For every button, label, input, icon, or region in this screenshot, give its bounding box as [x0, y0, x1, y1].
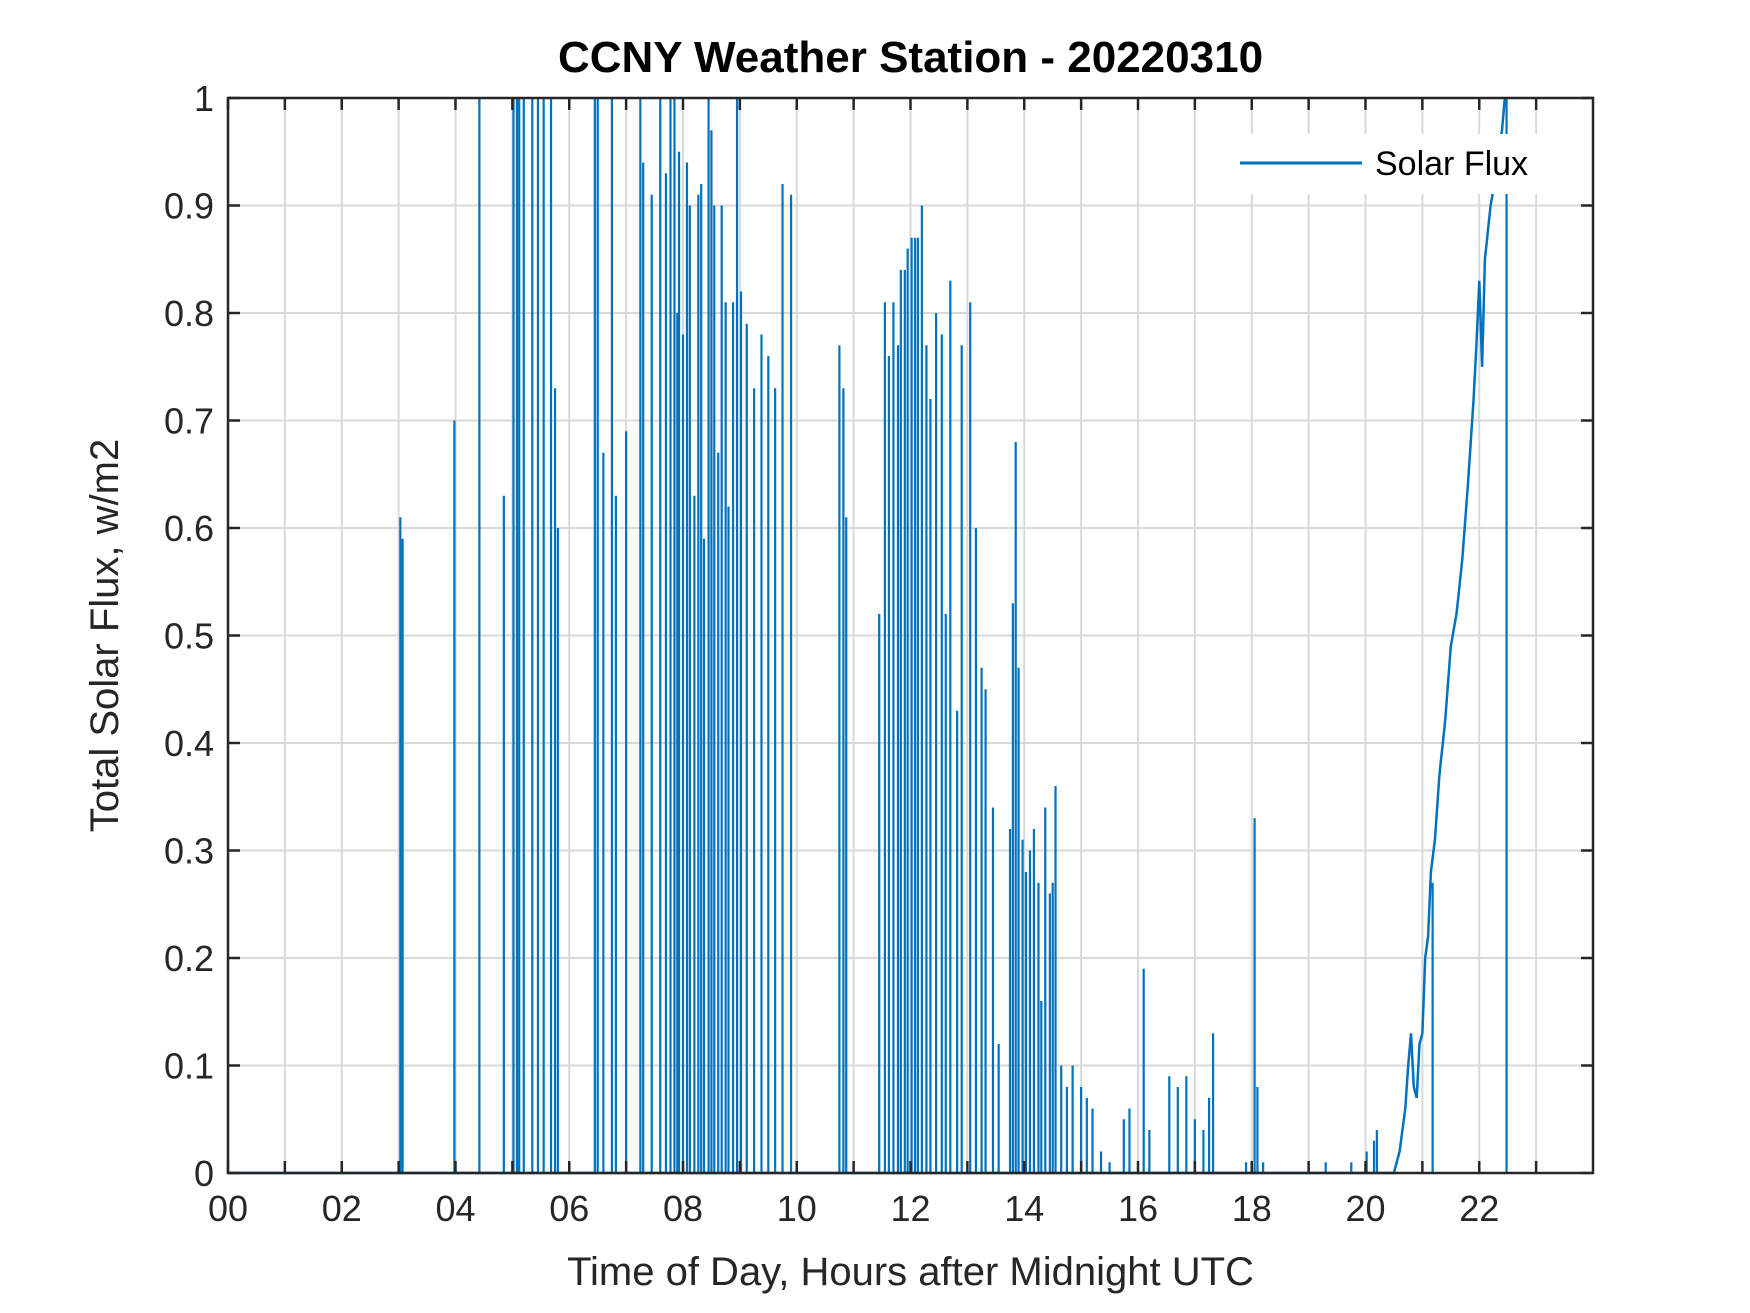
y-tick-label: 0.1 [164, 1046, 214, 1087]
x-tick-label: 04 [435, 1188, 475, 1229]
x-tick-label: 18 [1232, 1188, 1272, 1229]
y-tick-label: 0.3 [164, 831, 214, 872]
y-tick-label: 0.7 [164, 401, 214, 442]
chart-title: CCNY Weather Station - 20220310 [558, 33, 1263, 82]
y-tick-label: 0.9 [164, 186, 214, 227]
x-tick-label: 06 [549, 1188, 589, 1229]
y-tick-label: 0.6 [164, 508, 214, 549]
grid [228, 98, 1593, 1173]
x-tick-label: 10 [777, 1188, 817, 1229]
x-tick-label: 00 [208, 1188, 248, 1229]
y-axis-label: Total Solar Flux, w/m2 [83, 439, 127, 832]
y-tick-label: 0.2 [164, 938, 214, 979]
x-tick-label: 16 [1118, 1188, 1158, 1229]
legend-label-solar-flux: Solar Flux [1375, 145, 1528, 183]
y-tick-label: 0.4 [164, 723, 214, 764]
x-tick-label: 14 [1004, 1188, 1044, 1229]
x-tick-label: 08 [663, 1188, 703, 1229]
y-tick-label: 1 [194, 78, 214, 119]
ticks: 00 02 04 06 08 10 12 14 16 18 20 22 0 0.1 0.2 0.3 0.4 0.5… [164, 78, 1593, 1229]
x-tick-label: 12 [890, 1188, 930, 1229]
x-axis-label: Time of Day, Hours after Midnight UTC [567, 1250, 1254, 1294]
x-tick-label: 20 [1345, 1188, 1385, 1229]
series-ramp [1379, 97, 1507, 1175]
x-tick-label: 22 [1459, 1188, 1499, 1229]
legend: Solar Flux [1228, 134, 1558, 194]
x-tick-label: 02 [322, 1188, 362, 1229]
y-tick-label: 0.5 [164, 616, 214, 657]
y-tick-label: 0.8 [164, 293, 214, 334]
series-solar-flux [228, 97, 1508, 1175]
y-tick-label: 0 [194, 1153, 214, 1194]
